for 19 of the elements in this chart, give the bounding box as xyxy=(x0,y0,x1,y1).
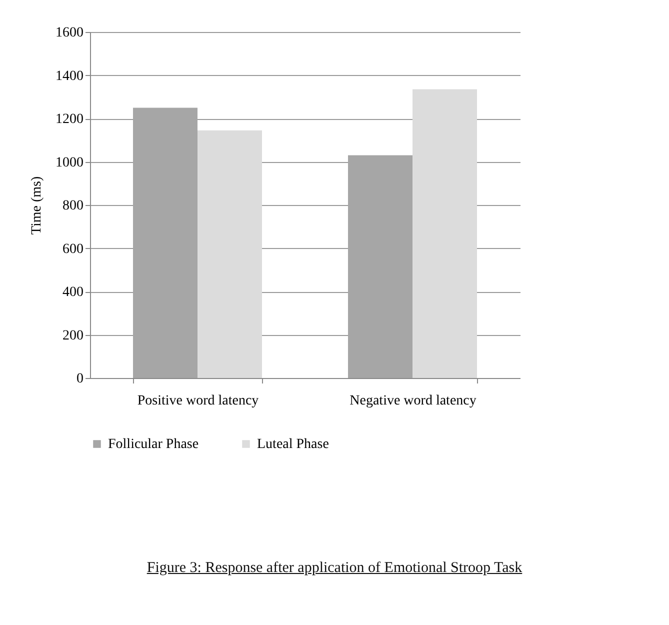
y-tick-label: 1400 xyxy=(56,68,84,84)
legend-label: Follicular Phase xyxy=(108,437,199,452)
bar xyxy=(412,89,477,378)
y-axis-title: Time (ms) xyxy=(30,176,44,235)
y-tick-label: 600 xyxy=(62,242,84,257)
x-tick-label: Positive word latency xyxy=(137,394,259,408)
y-tick-label: 1000 xyxy=(56,155,84,170)
caption: Figure 3: Response after application of Emotional Stroop Task xyxy=(146,560,524,577)
x-tick-label: Negative word latency xyxy=(350,394,476,408)
bar xyxy=(133,108,198,378)
bar xyxy=(198,130,262,378)
y-tick-label: 400 xyxy=(62,285,84,300)
y-tick-label: 200 xyxy=(62,328,84,344)
y-tick-label: 1200 xyxy=(56,112,84,127)
y-tick-label: 1600 xyxy=(56,26,84,40)
y-tick-label: 0 xyxy=(76,372,84,386)
y-tick-label: 800 xyxy=(62,198,84,214)
bar xyxy=(348,155,412,378)
legend-label: Luteal Phase xyxy=(257,437,329,452)
